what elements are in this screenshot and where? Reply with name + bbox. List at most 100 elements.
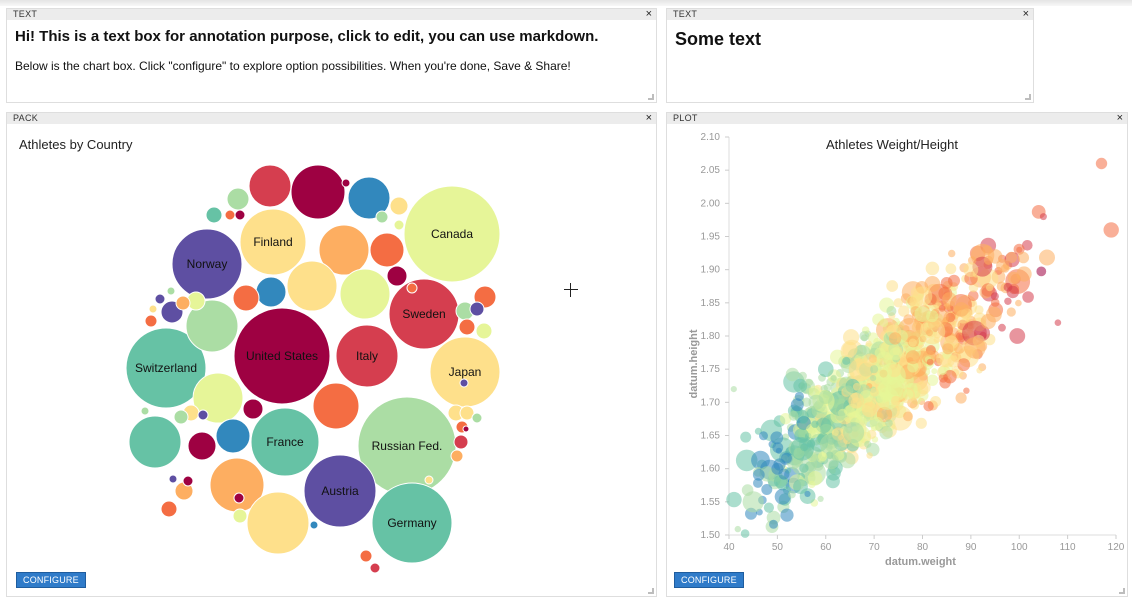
data-point[interactable] bbox=[842, 356, 851, 365]
data-point[interactable] bbox=[907, 361, 919, 373]
country-bubble[interactable] bbox=[403, 185, 501, 283]
bubble[interactable] bbox=[255, 276, 287, 308]
bubble[interactable] bbox=[144, 314, 158, 328]
data-point[interactable] bbox=[926, 374, 939, 386]
data-point[interactable] bbox=[1039, 213, 1047, 221]
bubble[interactable] bbox=[462, 425, 470, 433]
data-point[interactable] bbox=[948, 249, 956, 258]
data-point[interactable] bbox=[774, 488, 791, 505]
data-point[interactable] bbox=[1004, 297, 1012, 305]
bubble-pack-chart[interactable]: United States Russian Fed. Canada Switzerla… bbox=[7, 113, 656, 596]
data-point[interactable] bbox=[864, 440, 872, 448]
bubble[interactable] bbox=[286, 260, 338, 312]
data-point[interactable] bbox=[799, 463, 809, 473]
country-bubble[interactable] bbox=[371, 482, 453, 564]
data-point[interactable] bbox=[987, 249, 1003, 264]
data-point[interactable] bbox=[726, 491, 742, 508]
data-point[interactable] bbox=[735, 449, 758, 472]
bubble[interactable] bbox=[318, 224, 370, 276]
country-bubble[interactable] bbox=[171, 228, 243, 300]
data-point[interactable] bbox=[861, 402, 877, 418]
resize-handle-icon[interactable] bbox=[648, 94, 654, 100]
country-bubble[interactable] bbox=[303, 454, 377, 528]
data-point[interactable] bbox=[769, 519, 778, 529]
data-point[interactable] bbox=[940, 277, 953, 289]
data-point[interactable] bbox=[926, 310, 939, 323]
scatter-chart[interactable]: 1.50 1.55 1.60 1.65 1.70 1.75 1.80 1.85 1.90 1.95… bbox=[667, 113, 1127, 596]
configure-button[interactable]: CONFIGURE bbox=[16, 572, 86, 588]
data-point[interactable] bbox=[780, 508, 794, 522]
data-point[interactable] bbox=[845, 426, 853, 434]
data-point[interactable] bbox=[843, 385, 854, 396]
data-point[interactable] bbox=[808, 394, 824, 410]
data-point[interactable] bbox=[924, 276, 941, 292]
bubble[interactable] bbox=[224, 209, 236, 221]
country-bubble[interactable] bbox=[335, 324, 399, 388]
bubble[interactable] bbox=[233, 492, 245, 504]
bubble[interactable] bbox=[369, 562, 381, 574]
bubble[interactable] bbox=[160, 500, 178, 518]
bubble[interactable] bbox=[375, 210, 389, 224]
data-point[interactable] bbox=[817, 495, 824, 502]
data-point[interactable] bbox=[945, 263, 957, 275]
bubble[interactable] bbox=[168, 474, 178, 484]
bubble[interactable] bbox=[453, 434, 469, 450]
data-point[interactable] bbox=[955, 332, 964, 341]
data-point[interactable] bbox=[942, 292, 957, 307]
data-point[interactable] bbox=[1009, 328, 1026, 344]
data-point[interactable] bbox=[759, 431, 768, 441]
resize-handle-icon[interactable] bbox=[648, 588, 654, 594]
bubble[interactable] bbox=[459, 405, 475, 421]
data-point[interactable] bbox=[819, 434, 841, 455]
data-point[interactable] bbox=[869, 416, 884, 431]
data-point[interactable] bbox=[908, 338, 917, 347]
data-point[interactable] bbox=[1006, 307, 1016, 317]
data-point[interactable] bbox=[915, 417, 927, 429]
data-point[interactable] bbox=[1095, 157, 1108, 170]
bubble[interactable] bbox=[386, 265, 408, 287]
data-point[interactable] bbox=[843, 421, 865, 444]
bubble[interactable] bbox=[369, 232, 405, 268]
data-point[interactable] bbox=[968, 290, 979, 302]
data-point[interactable] bbox=[848, 392, 865, 409]
data-point[interactable] bbox=[835, 410, 846, 421]
data-point[interactable] bbox=[938, 366, 947, 376]
data-point[interactable] bbox=[931, 368, 938, 375]
data-point[interactable] bbox=[976, 367, 983, 374]
data-point[interactable] bbox=[888, 332, 902, 345]
data-point[interactable] bbox=[1022, 240, 1033, 251]
data-point[interactable] bbox=[1003, 282, 1013, 292]
bubble[interactable] bbox=[458, 318, 476, 336]
close-icon[interactable]: × bbox=[1116, 112, 1123, 124]
close-icon[interactable]: × bbox=[645, 8, 652, 20]
data-point[interactable] bbox=[761, 484, 773, 495]
data-point[interactable] bbox=[1007, 271, 1020, 284]
data-point[interactable] bbox=[898, 305, 910, 317]
bubble[interactable] bbox=[393, 219, 405, 231]
bubble[interactable] bbox=[475, 322, 493, 340]
data-point[interactable] bbox=[866, 452, 873, 459]
data-point[interactable] bbox=[825, 474, 840, 489]
data-point[interactable] bbox=[1039, 249, 1055, 266]
data-point[interactable] bbox=[785, 367, 800, 382]
bubble[interactable] bbox=[459, 378, 469, 388]
data-point[interactable] bbox=[788, 490, 796, 499]
bubble[interactable] bbox=[359, 549, 373, 563]
data-point[interactable] bbox=[779, 413, 792, 425]
data-point[interactable] bbox=[852, 382, 861, 391]
country-bubble[interactable] bbox=[250, 407, 320, 477]
data-point[interactable] bbox=[740, 431, 752, 443]
bubble[interactable] bbox=[140, 406, 150, 416]
data-point[interactable] bbox=[947, 355, 960, 368]
data-point[interactable] bbox=[870, 365, 879, 374]
data-point[interactable] bbox=[752, 468, 765, 481]
data-point[interactable] bbox=[886, 280, 899, 292]
data-point[interactable] bbox=[842, 341, 858, 357]
data-point[interactable] bbox=[963, 387, 970, 394]
bubble[interactable] bbox=[175, 295, 191, 311]
data-point[interactable] bbox=[817, 451, 828, 462]
data-point[interactable] bbox=[794, 391, 804, 401]
data-point[interactable] bbox=[1000, 264, 1010, 273]
data-point[interactable] bbox=[863, 353, 878, 368]
data-point[interactable] bbox=[938, 304, 946, 312]
